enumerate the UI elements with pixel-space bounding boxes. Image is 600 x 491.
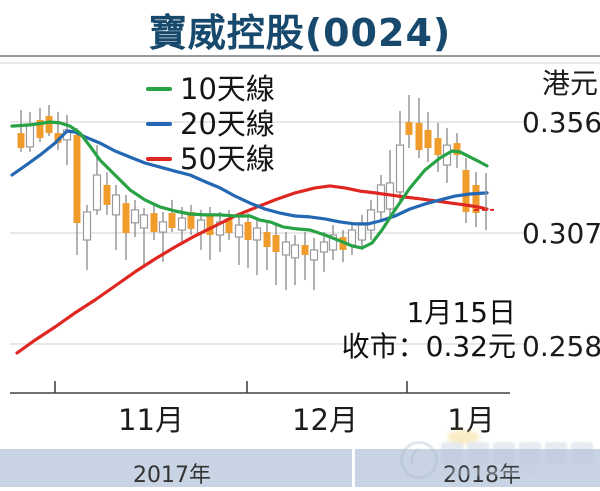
last-price-marker xyxy=(474,172,494,231)
legend-item-ma10: 10天線 xyxy=(146,72,275,106)
legend: 10天線 20天線 50天線 xyxy=(146,72,275,176)
close-annotation: 1月15日 收市：0.32元 xyxy=(342,296,516,364)
y-tick-0356: 0.356 xyxy=(522,106,600,139)
y-tick-0258: 0.258 xyxy=(522,330,600,363)
moving-average-lines xyxy=(10,120,489,355)
x-label-january: 1月 xyxy=(447,403,495,437)
y-tick-0307: 0.307 xyxy=(522,217,600,250)
candles xyxy=(17,95,480,291)
year-divider xyxy=(352,449,355,487)
annotation-close-price: 收市：0.32元 xyxy=(341,330,516,363)
title-divider xyxy=(0,55,600,57)
year-label-2017: 2017年 xyxy=(133,463,211,488)
page-title: 寶威控股(0024) xyxy=(148,11,452,55)
legend-item-ma50: 50天線 xyxy=(146,142,275,176)
ma10-line-swatch xyxy=(146,87,172,91)
ma50-line-swatch xyxy=(146,157,172,161)
legend-item-ma20: 20天線 xyxy=(146,107,275,141)
x-label-december: 12月 xyxy=(292,403,358,437)
annotation-date: 1月15日 xyxy=(406,296,516,329)
legend-label-ma10: 10天線 xyxy=(180,72,275,106)
y-axis-unit-label: 港元 xyxy=(541,67,598,100)
legend-label-ma20: 20天線 xyxy=(180,107,275,141)
legend-label-ma50: 50天線 xyxy=(180,142,275,176)
x-label-november: 11月 xyxy=(118,403,184,437)
x-axis xyxy=(10,381,510,394)
year-label-2018: 2018年 xyxy=(443,463,521,488)
year-band: 2017年 2018年 xyxy=(0,449,600,488)
ma20-line-swatch xyxy=(146,122,172,126)
